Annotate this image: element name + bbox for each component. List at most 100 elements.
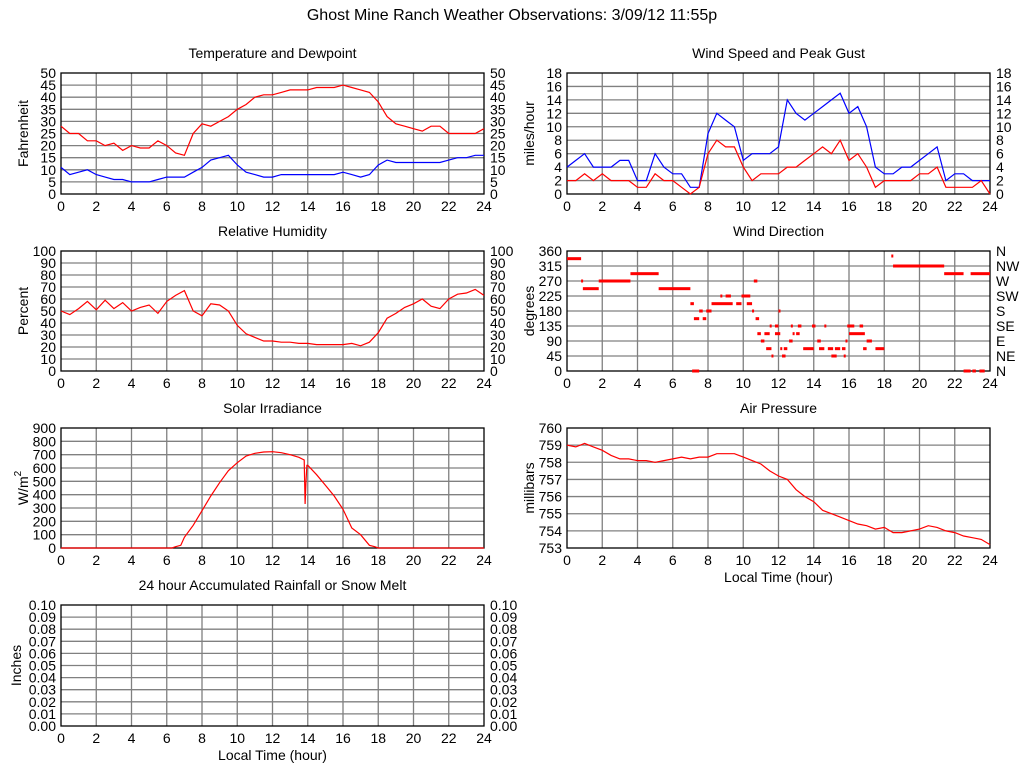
y-tick-label-right: 25 (490, 126, 506, 142)
x-tick-label: 10 (735, 375, 751, 391)
y-axis-label: Inches (8, 645, 24, 686)
x-tick-label: 6 (669, 375, 677, 391)
y-axis-label: millibars (521, 462, 537, 513)
x-tick-label: 24 (476, 730, 492, 746)
wind-direction-mark (824, 324, 827, 328)
wind-direction-mark (755, 317, 760, 321)
wind-direction-mark (567, 257, 582, 261)
x-tick-label: 10 (229, 198, 245, 214)
x-tick-label: 0 (57, 552, 65, 568)
x-tick-label: 18 (370, 198, 386, 214)
x-tick-label: 10 (229, 730, 245, 746)
x-tick-label: 12 (771, 552, 787, 568)
wind-direction-mark (819, 347, 825, 351)
x-tick-label: 14 (300, 198, 316, 214)
x-tick-label: 16 (841, 375, 857, 391)
y-axis-label: degrees (521, 286, 537, 337)
y-tick-label-right: 10 (996, 119, 1012, 135)
x-tick-label: 20 (406, 375, 422, 391)
x-tick-label: 6 (669, 552, 677, 568)
y-tick-label-right: 18 (996, 65, 1012, 81)
y-tick-label-right: 4 (996, 159, 1004, 175)
x-tick-label: 24 (476, 375, 492, 391)
y-tick-label: 300 (33, 500, 57, 516)
y-tick-label: 756 (539, 489, 563, 505)
y-tick-label-right: SE (996, 318, 1015, 334)
wind-direction-mark (693, 317, 700, 321)
wind-direction-mark (796, 332, 800, 336)
y-tick-label-right: 60 (490, 291, 506, 307)
x-tick-label: 0 (57, 375, 65, 391)
wind-direction-mark (746, 302, 753, 306)
y-tick-label-right: 0.02 (490, 694, 517, 710)
plot-frame (566, 427, 991, 549)
y-tick-label: 45 (40, 77, 56, 93)
y-tick-label: 0.05 (29, 658, 56, 674)
y-tick-label: 40 (40, 89, 56, 105)
wind-direction-mark (803, 347, 814, 351)
y-tick-label: 0.06 (29, 645, 56, 661)
wind-direction-mark (725, 294, 731, 298)
y-tick-label: 10 (40, 162, 56, 178)
x-tick-label: 10 (735, 552, 751, 568)
y-tick-label: 270 (539, 273, 563, 289)
y-tick-label-right: E (996, 333, 1005, 349)
y-tick-label-right: 0 (490, 363, 498, 379)
series-line-solar-irradiance (61, 451, 484, 549)
x-tick-label: 18 (876, 375, 892, 391)
chart-title: Temperature and Dewpoint (188, 45, 356, 61)
y-tick-label: 759 (539, 437, 563, 453)
y-tick-label: 0 (48, 186, 56, 202)
y-tick-label-right: 16 (996, 78, 1012, 94)
x-tick-label: 16 (335, 552, 351, 568)
x-tick-label: 6 (163, 552, 171, 568)
x-tick-label: 12 (265, 730, 281, 746)
wind-direction-mark (841, 347, 846, 351)
y-tick-label: 757 (539, 471, 563, 487)
x-tick-label: 6 (669, 198, 677, 214)
y-tick-label-right: 0.03 (490, 682, 517, 698)
y-tick-label: 50 (40, 303, 56, 319)
y-axis-label: Percent (15, 287, 31, 335)
y-tick-label: 900 (33, 420, 57, 436)
y-tick-label: 225 (539, 288, 563, 304)
y-axis-label: W/m2 (13, 470, 31, 505)
y-tick-label-right: 2 (996, 173, 1004, 189)
wind-direction-mark (847, 324, 855, 328)
y-tick-label: 753 (539, 540, 563, 556)
wind-direction-mark (783, 347, 788, 351)
y-tick-label: 80 (40, 267, 56, 283)
wind-direction-mark (859, 324, 864, 328)
x-tick-label: 18 (876, 198, 892, 214)
y-tick-label-right: SW (996, 288, 1019, 304)
x-tick-label: 14 (806, 375, 822, 391)
x-tick-label: 0 (563, 375, 571, 391)
chart-title: Wind Speed and Peak Gust (692, 45, 865, 61)
y-tick-label-right: 30 (490, 113, 506, 129)
y-tick-label: 0.01 (29, 706, 56, 722)
x-tick-label: 10 (229, 552, 245, 568)
y-tick-label: 0.02 (29, 694, 56, 710)
y-tick-label-right: 35 (490, 101, 506, 117)
y-tick-label-right: 14 (996, 92, 1012, 108)
chart-title: Solar Irradiance (223, 400, 322, 416)
y-axis-label: miles/hour (521, 101, 537, 166)
wind-direction-mark (757, 332, 761, 336)
y-tick-label: 600 (33, 460, 57, 476)
y-tick-label: 30 (40, 327, 56, 343)
y-tick-label: 0.04 (29, 670, 56, 686)
x-tick-label: 18 (370, 730, 386, 746)
y-tick-label: 20 (40, 339, 56, 355)
y-tick-label-right: 0.04 (490, 670, 517, 686)
wind-direction-mark (630, 272, 659, 276)
plot-frame (60, 427, 485, 549)
y-tick-label: 0 (554, 186, 562, 202)
x-tick-label: 18 (370, 375, 386, 391)
wind-direction-mark (863, 347, 867, 351)
wind-direction-mark (780, 347, 783, 351)
y-tick-label: 18 (546, 65, 562, 81)
